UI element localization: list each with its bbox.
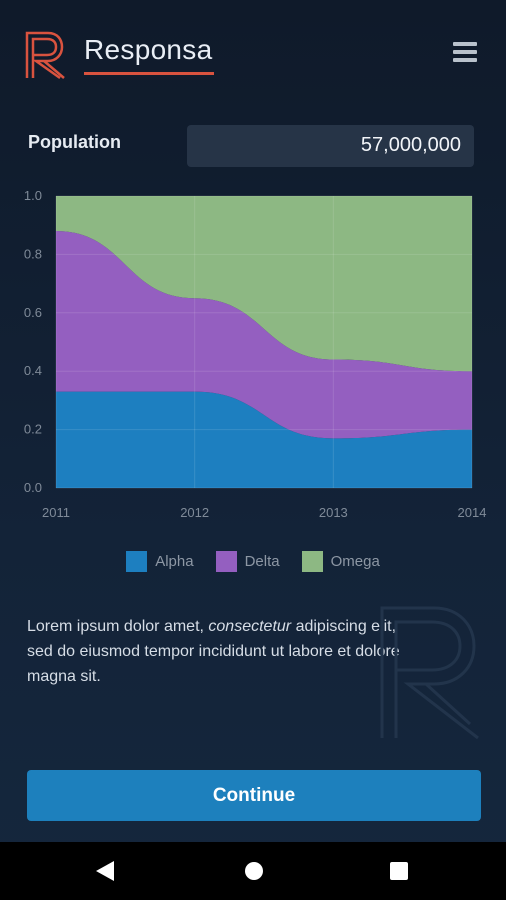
body-text-end: adipiscing elit, sed do eiusmod tempor i…: [27, 618, 400, 685]
body-text-start: Lorem ipsum dolor amet,: [27, 618, 209, 635]
title-underline: [84, 72, 214, 75]
recents-square-icon[interactable]: [369, 842, 429, 900]
legend-label: Delta: [244, 552, 280, 570]
responsa-watermark-icon: [380, 606, 479, 740]
y-tick-label: 0.4: [24, 363, 42, 378]
home-circle-icon[interactable]: [223, 842, 283, 900]
body-paragraph: Lorem ipsum dolor amet, consectetur adip…: [27, 614, 407, 689]
legend-label: Omega: [330, 552, 380, 570]
legend-item-delta: Delta: [215, 549, 280, 573]
system-nav-bar: [0, 842, 506, 900]
y-tick-label: 0.8: [24, 246, 42, 261]
y-tick-label: 0.0: [24, 480, 42, 495]
legend-item-omega: Omega: [301, 549, 380, 573]
x-tick-label: 2014: [458, 505, 487, 520]
app-title: Responsa: [84, 34, 213, 65]
y-tick-label: 0.2: [24, 422, 42, 437]
x-tick-label: 2013: [319, 505, 348, 520]
legend-swatch: [301, 550, 323, 572]
y-tick-label: 1.0: [24, 188, 42, 203]
app-header: Responsa: [0, 0, 506, 100]
x-tick-label: 2011: [42, 505, 70, 520]
area-delta: [56, 231, 472, 439]
legend-item-alpha: Alpha: [126, 549, 194, 573]
area-omega: [56, 196, 472, 372]
legend-label: Alpha: [155, 552, 194, 570]
stacked-area-chart: 0.0 0.2 0.4 0.6 0.8 1.0 2011 2012 2013 2014: [24, 188, 487, 520]
body-text-italic: consectetur: [208, 618, 292, 635]
population-value-field[interactable]: 57,000,000: [187, 125, 474, 167]
continue-button[interactable]: Continue: [27, 770, 481, 821]
y-tick-label: 0.6: [24, 305, 42, 320]
chart-legend: Alpha Delta Omega: [0, 549, 506, 573]
area-alpha: [56, 391, 472, 488]
x-tick-label: 2012: [180, 505, 209, 520]
back-triangle-icon[interactable]: [76, 842, 136, 900]
hamburger-menu-icon[interactable]: [453, 42, 479, 64]
legend-swatch: [126, 550, 148, 572]
population-label: Population: [28, 132, 121, 152]
responsa-logo-icon: [25, 31, 65, 80]
legend-swatch: [215, 550, 237, 572]
